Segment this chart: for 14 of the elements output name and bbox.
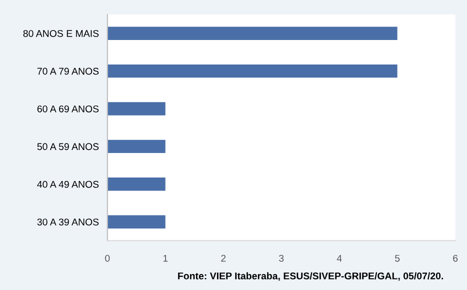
x-tick-label: 3	[279, 254, 284, 262]
y-tick-label: 30 A 39 ANOS	[37, 218, 99, 226]
source-note: Fonte: VIEP Itaberaba, ESUS/SIVEP-GRIPE/GAL, 05/07/20.	[178, 272, 443, 281]
x-tick-label: 5	[395, 254, 400, 262]
y-tick-label: 50 A 59 ANOS	[37, 143, 99, 150]
x-tick-label: 6	[453, 254, 458, 262]
y-tick-label: 60 A 69 ANOS	[37, 105, 99, 112]
x-tick-label: 1	[163, 254, 168, 262]
x-tick-label: 4	[336, 254, 342, 262]
x-tick-label: 0	[105, 254, 110, 262]
x-tick-label: 2	[221, 254, 226, 262]
y-tick-label: 80 ANOS E MAIS	[23, 30, 99, 37]
y-tick-label: 70 A 79 ANOS	[37, 68, 99, 75]
y-tick-label: 40 A 49 ANOS	[37, 180, 99, 188]
